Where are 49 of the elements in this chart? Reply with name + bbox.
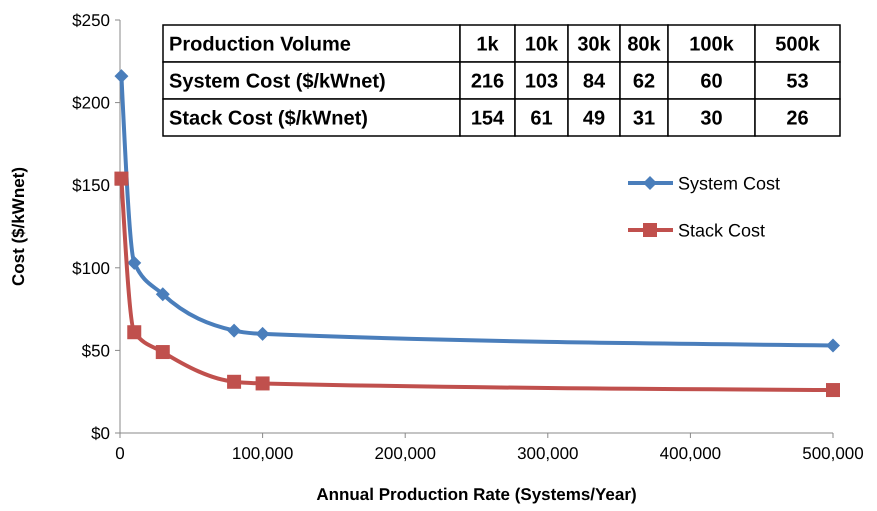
annotation: 84 [582,70,606,92]
point [826,338,840,352]
legend-label: System Cost [678,173,780,194]
y-tick-label: $200 [72,94,110,113]
point [127,325,142,340]
annotation: 1k [476,34,500,56]
x-tick-label: 500,000 [802,444,864,463]
annotation: 30k [577,34,612,56]
annotation: 31 [632,108,656,130]
annotation: 216 [470,70,504,92]
annotation: Stack Cost ($/kWnet) [169,108,368,130]
point [256,326,270,341]
x-tick-label: 0 [115,444,125,463]
y-tick-label: $50 [82,341,110,360]
point [227,324,242,338]
point [127,256,142,270]
y-tick-label: $250 [72,10,110,30]
annotation: System Cost ($/kWnet) [169,70,386,92]
x-tick-label: 400,000 [660,444,722,463]
legend-label: Stack Cost [678,220,766,240]
x-axis-title: Annual Production Rate (Systems/Year) [316,485,637,504]
annotation: 154 [470,108,506,130]
annotation: 500k [775,34,821,56]
annotation: 30 [700,108,723,130]
point [156,287,170,302]
point [826,383,840,398]
annotation: 61 [530,108,553,130]
annotation: 26 [786,108,809,130]
annotation: 49 [582,108,606,130]
annotation: 103 [524,70,558,92]
x-tick-label: 300,000 [517,444,579,463]
annotation: 80k [627,34,662,56]
annotation: 100k [689,34,735,56]
point [227,374,242,389]
annotation: 60 [700,70,723,92]
annotation: Production Volume [169,34,351,56]
y-axis-title: Cost ($/kWnet) [9,167,28,286]
y-tick-label: $100 [72,258,110,278]
x-tick-label: 200,000 [374,444,436,463]
annotation: 10k [524,34,560,56]
point [114,172,128,186]
y-tick-label: $150 [72,176,110,196]
x-tick-label: 100,000 [232,444,294,463]
point [156,345,170,360]
point [114,69,128,84]
point [256,376,270,390]
annotation: 53 [786,70,809,92]
annotation: 62 [632,70,656,92]
y-tick-label: $0 [91,424,110,443]
